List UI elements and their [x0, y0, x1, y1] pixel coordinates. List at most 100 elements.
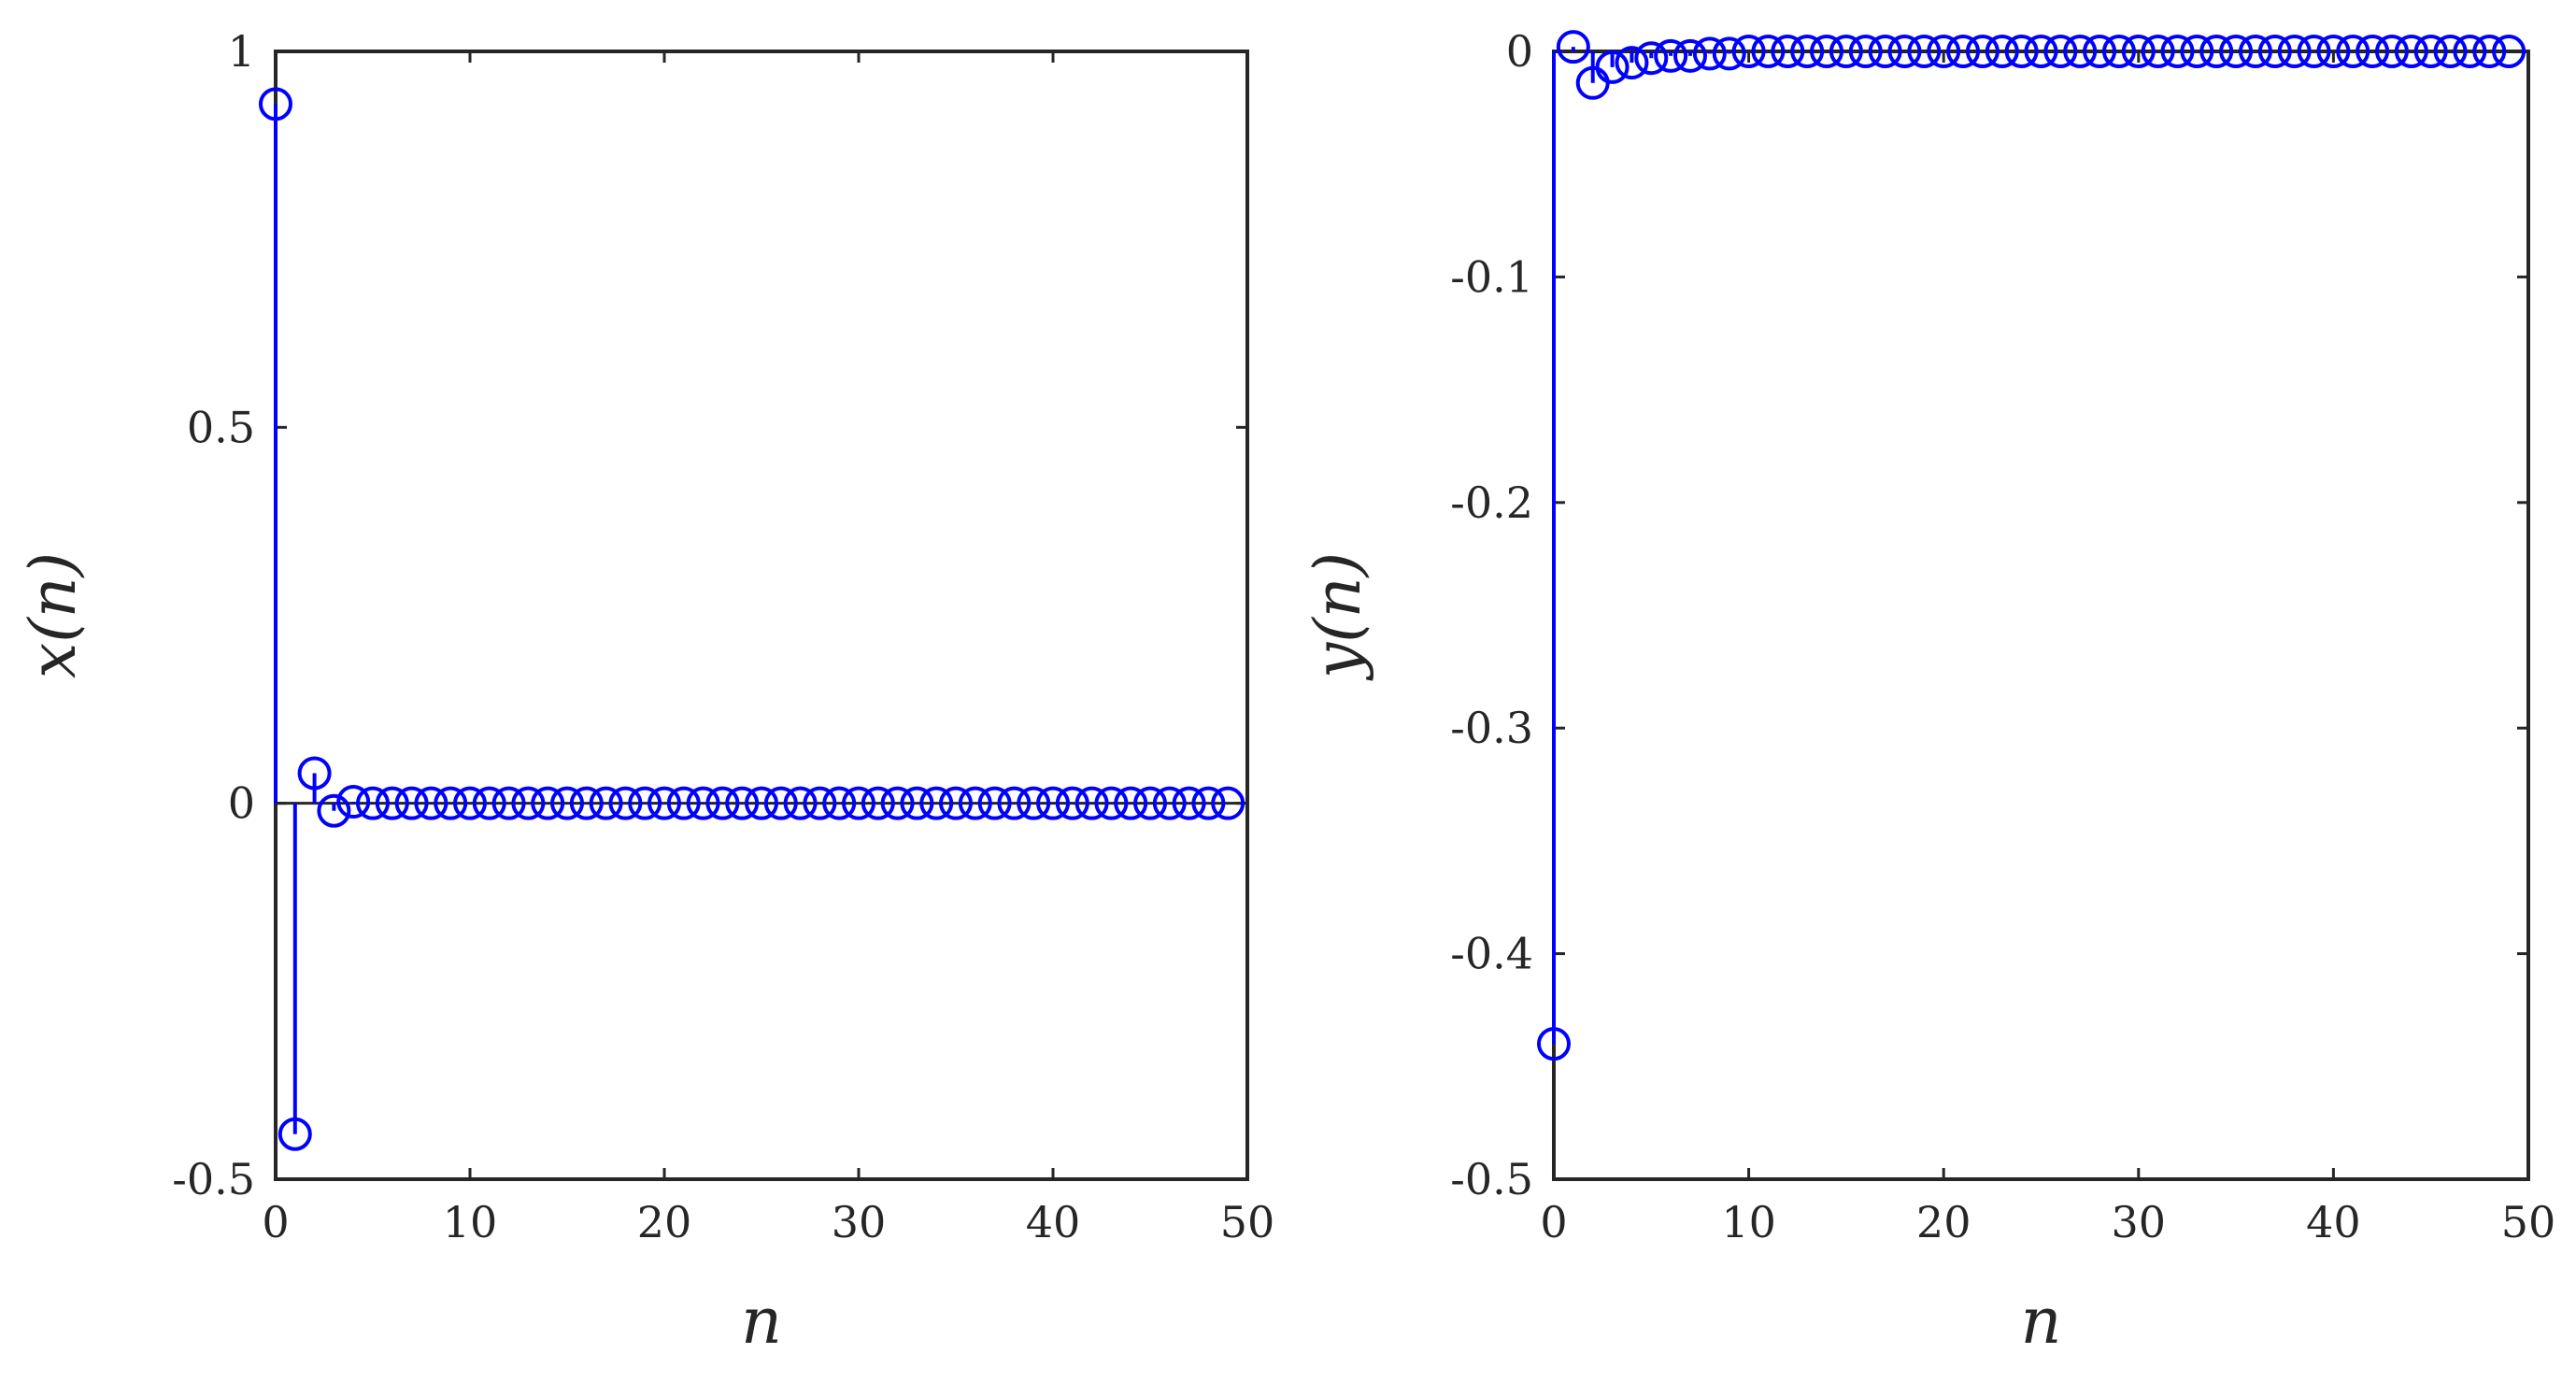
stem-marker [1751, 35, 1786, 68]
stem-marker [822, 786, 857, 820]
stem-marker [491, 786, 526, 820]
x-tick-label: 30 [2112, 1197, 2167, 1247]
stem-marker [1829, 35, 1863, 68]
stem-marker [2063, 35, 2098, 68]
x-tick-label: 50 [2501, 1197, 2556, 1247]
stem-marker [2101, 35, 2136, 68]
y-tick-label: -0.4 [1450, 929, 1533, 979]
right-stem-plot: 0 10 20 30 40 50 -0.5 -0.4 -0.3 -0.2 -0.1 0 n y(n) [1302, 26, 2555, 1359]
stem-marker [705, 786, 740, 820]
stem-marker [1094, 786, 1129, 820]
stem-marker [861, 786, 895, 820]
x-tick-label: 30 [832, 1197, 887, 1247]
stem-marker [1017, 786, 1051, 820]
stem-marker [1868, 35, 1902, 68]
stem-marker [2374, 35, 2409, 68]
stem-marker [1692, 36, 1727, 71]
stem-marker [2180, 35, 2214, 68]
stem-marker [977, 786, 1012, 820]
stem-marker [317, 793, 351, 828]
stem-marker [2316, 35, 2351, 68]
stem-marker [1075, 786, 1109, 820]
stem-marker [1036, 786, 1070, 820]
stem-marker [1887, 35, 1922, 68]
y-tick-label: -0.5 [172, 1154, 255, 1204]
stem-marker [2472, 35, 2507, 68]
y-tick-label: -0.5 [1450, 1154, 1533, 1204]
stem-marker [1556, 30, 1590, 64]
x-axis-label: n [2021, 1285, 2062, 1359]
stem-marker [2083, 35, 2117, 68]
stem-marker [1211, 786, 1245, 820]
stem-marker [2219, 35, 2254, 68]
stem-marker [1615, 46, 1649, 80]
y-tick-label: 0 [228, 778, 255, 829]
x-tick-label: 10 [443, 1197, 498, 1247]
x-tick-label: 50 [1220, 1197, 1275, 1247]
stem-marker [2336, 35, 2370, 68]
stem-marker [2257, 35, 2292, 68]
x-tick-label: 0 [262, 1197, 289, 1247]
stem-marker [2394, 35, 2428, 68]
stem-marker [1595, 50, 1630, 84]
stem-marker [2413, 35, 2448, 68]
stem-marker [453, 786, 487, 820]
stem-marker [336, 785, 371, 819]
stem-marker [2199, 35, 2234, 68]
stem-marker [511, 786, 546, 820]
stem-marker [763, 786, 798, 820]
stem-marker [958, 786, 992, 820]
stem-marker [2492, 35, 2526, 68]
stem-marker [1152, 786, 1187, 820]
stem-marker [2297, 35, 2331, 68]
stem-marker [2355, 35, 2390, 68]
stem-marker [1055, 786, 1089, 820]
y-tick-label: -0.2 [1450, 477, 1533, 528]
y-tick-label: 0.5 [187, 402, 255, 452]
stem-marker [842, 786, 875, 820]
stem-marker [394, 786, 429, 820]
stem-marker [745, 786, 778, 820]
stem-marker [1114, 786, 1148, 820]
x-tick-label: 0 [1540, 1197, 1567, 1247]
stem-marker [1172, 786, 1206, 820]
x-tick-label: 20 [637, 1197, 692, 1247]
stem-marker [1133, 786, 1167, 820]
x-axis-label: n [741, 1285, 782, 1359]
stem-marker [1771, 35, 1805, 68]
stem-marker [1907, 35, 1942, 68]
stem-marker [880, 786, 915, 820]
stem-marker [628, 786, 662, 820]
stem-marker [783, 786, 818, 820]
stem-series [259, 87, 1245, 1151]
stem-marker [1790, 35, 1825, 68]
stem-marker [648, 786, 681, 820]
stem-marker [725, 786, 760, 820]
axes-box [274, 50, 1249, 1181]
axes-box [1552, 50, 2530, 1181]
stem-marker [2160, 35, 2195, 68]
stem-marker [278, 1117, 312, 1151]
stem-marker [1634, 41, 1669, 76]
stem-marker [2121, 35, 2156, 68]
stem-marker [2453, 35, 2487, 68]
stem-marker [356, 786, 390, 820]
y-axis-label: y(n) [1302, 552, 1375, 681]
stem-marker [2004, 35, 2039, 68]
stem-marker [1985, 35, 2019, 68]
stem-marker [375, 786, 409, 820]
stem-marker [939, 786, 973, 820]
stem-marker [1810, 35, 1844, 68]
y-axis-label: x(n) [17, 552, 91, 678]
stem-marker [2024, 35, 2058, 68]
y-tick-label: 1 [228, 26, 255, 77]
stem-marker [803, 786, 837, 820]
stem-marker [2141, 35, 2175, 68]
stem-marker [2433, 35, 2468, 68]
x-tick-label: 40 [1026, 1197, 1081, 1247]
stem-marker [1848, 35, 1883, 68]
stem-marker [1191, 786, 1226, 820]
stem-marker [666, 786, 701, 820]
stem-marker [434, 786, 468, 820]
